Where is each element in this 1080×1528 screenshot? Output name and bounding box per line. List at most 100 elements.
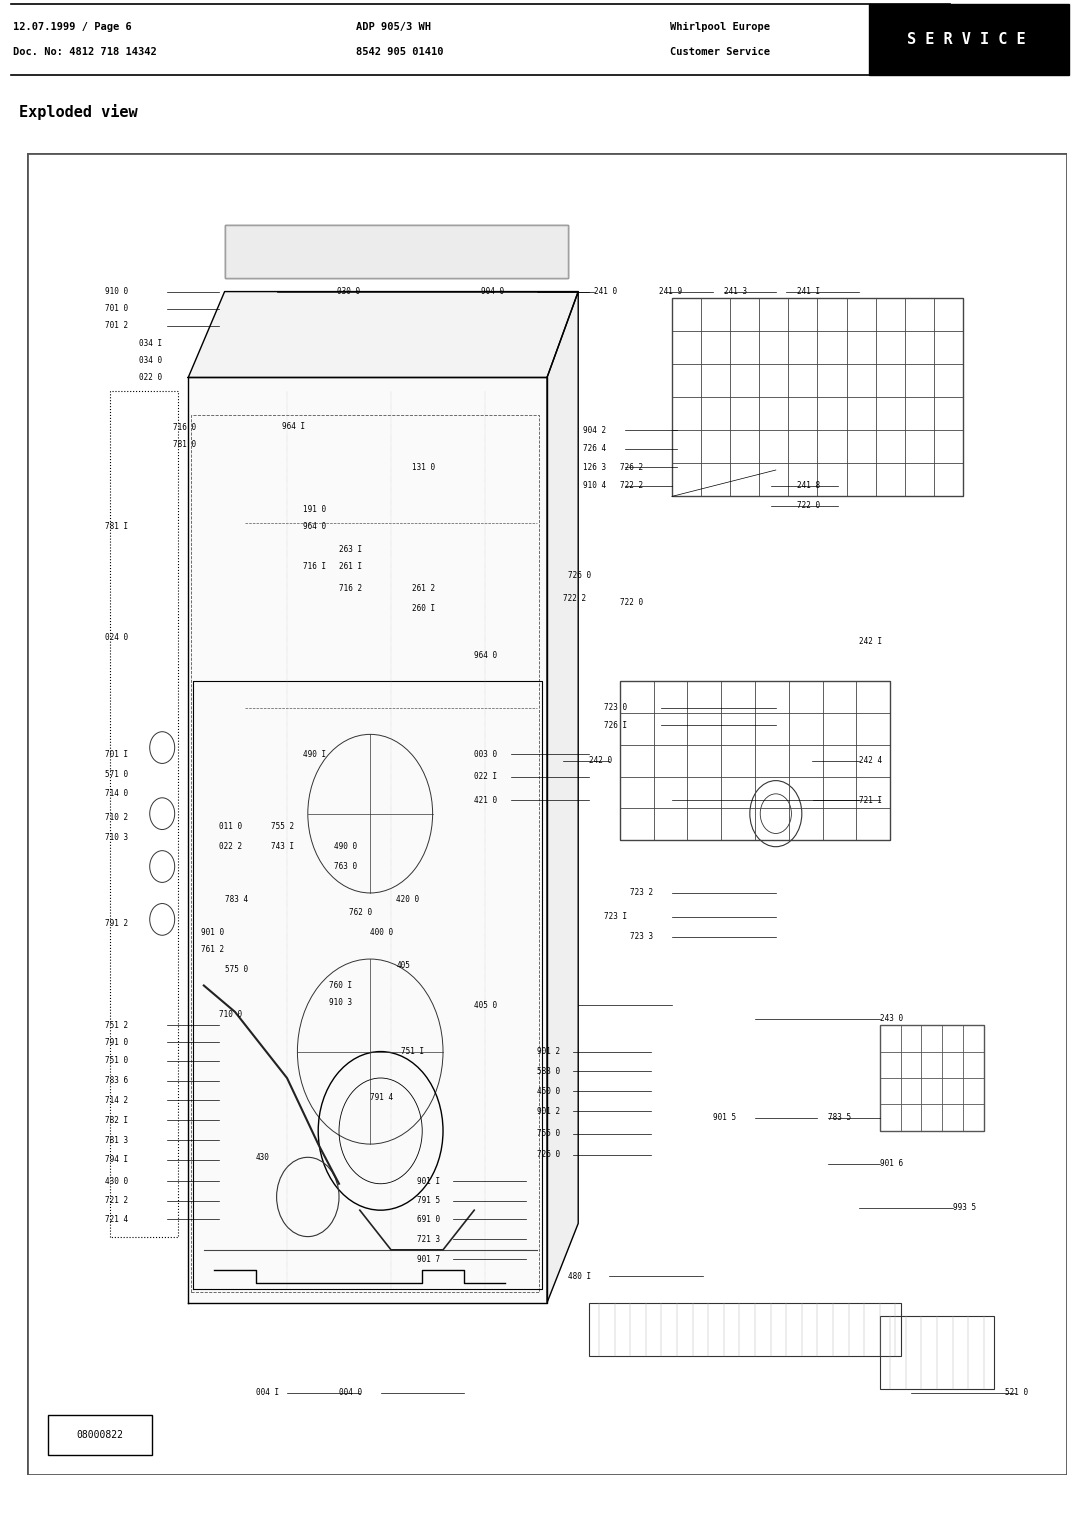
Text: 755 2: 755 2 [271,822,295,831]
Text: 701 0: 701 0 [105,304,129,313]
Text: 575 0: 575 0 [225,966,247,975]
Text: 751 2: 751 2 [105,1021,129,1030]
Text: 004 I: 004 I [256,1387,279,1397]
Text: Exploded view: Exploded view [19,104,138,121]
Text: 901 5: 901 5 [714,1114,737,1122]
Text: 430 0: 430 0 [105,1177,129,1186]
Polygon shape [225,226,568,278]
Text: 993 5: 993 5 [953,1203,975,1212]
Text: 716 0: 716 0 [173,423,195,432]
Bar [620,681,890,840]
Text: 022 2: 022 2 [219,842,243,851]
Text: 794 I: 794 I [105,1155,129,1164]
Text: 762 0: 762 0 [350,908,373,917]
Bar [672,298,963,497]
Text: 716 2: 716 2 [339,585,362,593]
Bar [48,1415,152,1455]
Text: 714 0: 714 0 [105,790,129,798]
Text: 755 0: 755 0 [537,1129,559,1138]
Text: 241 9: 241 9 [660,287,683,296]
Text: 722 2: 722 2 [620,481,643,490]
Text: 131 0: 131 0 [411,463,435,472]
Text: 781 3: 781 3 [105,1135,129,1144]
Text: 241 0: 241 0 [594,287,617,296]
FancyBboxPatch shape [869,5,1069,75]
Text: 490 0: 490 0 [334,842,356,851]
Text: 022 I: 022 I [474,772,498,781]
Text: 261 2: 261 2 [411,585,435,593]
Text: 405 0: 405 0 [474,1001,498,1010]
Text: 791 5: 791 5 [417,1196,441,1206]
Text: 241 I: 241 I [797,287,820,296]
Text: 760 I: 760 I [328,981,352,990]
Text: 723 0: 723 0 [604,703,627,712]
Text: 710 3: 710 3 [105,833,129,842]
Bar [191,414,539,1293]
Text: 901 2: 901 2 [537,1106,559,1115]
Text: 08000822: 08000822 [77,1430,123,1439]
Text: 521 0: 521 0 [1004,1387,1028,1397]
Text: S E R V I C E: S E R V I C E [907,32,1026,47]
Text: 783 4: 783 4 [225,895,247,905]
Text: 726 2: 726 2 [620,463,643,472]
Text: 751 I: 751 I [402,1047,424,1056]
Text: 721 I: 721 I [859,796,882,805]
Bar [880,1316,995,1389]
Text: 030 0: 030 0 [337,287,360,296]
Text: 721 3: 721 3 [417,1235,441,1244]
Text: 721 2: 721 2 [105,1196,129,1206]
Text: 964 0: 964 0 [302,523,326,532]
Text: 421 0: 421 0 [474,796,498,805]
Text: 710 2: 710 2 [105,813,129,822]
Text: 261 I: 261 I [339,562,362,571]
Text: 783 6: 783 6 [105,1076,129,1085]
Text: 721 4: 721 4 [105,1215,129,1224]
Text: 490 I: 490 I [302,750,326,759]
Bar [589,1303,901,1355]
Text: 791 0: 791 0 [105,1038,129,1047]
Text: 263 I: 263 I [339,545,362,553]
Text: 241 3: 241 3 [724,287,747,296]
Text: 901 2: 901 2 [537,1047,559,1056]
Text: 901 0: 901 0 [201,927,224,937]
Text: 242 4: 242 4 [859,756,882,766]
Text: 964 I: 964 I [282,422,305,431]
Text: 400 0: 400 0 [370,927,393,937]
Text: 011 0: 011 0 [219,822,243,831]
Text: 782 I: 782 I [105,1115,129,1125]
Text: 243 0: 243 0 [880,1015,903,1024]
Text: 571 0: 571 0 [105,770,129,778]
Text: 710 0: 710 0 [219,1010,243,1019]
Text: 126 3: 126 3 [583,463,607,472]
Text: 716 I: 716 I [302,562,326,571]
Text: 761 2: 761 2 [201,946,224,955]
Text: Whirlpool Europe: Whirlpool Europe [670,23,770,32]
Bar [225,226,568,278]
Text: 12.07.1999 / Page 6: 12.07.1999 / Page 6 [13,23,132,32]
Text: 022 0: 022 0 [139,373,162,382]
Text: 901 6: 901 6 [880,1160,903,1169]
Text: 714 2: 714 2 [105,1096,129,1105]
Text: 910 4: 910 4 [583,481,607,490]
Text: 480 I: 480 I [568,1271,591,1280]
Text: 743 I: 743 I [271,842,295,851]
Text: 726 0: 726 0 [568,571,591,581]
Text: 723 2: 723 2 [631,888,653,897]
Text: 450 0: 450 0 [537,1086,559,1096]
Text: 420 0: 420 0 [396,895,419,905]
Text: Doc. No: 4812 718 14342: Doc. No: 4812 718 14342 [13,47,157,57]
Text: 751 0: 751 0 [105,1056,129,1065]
Text: 701 I: 701 I [105,750,129,759]
Text: 910 3: 910 3 [328,998,352,1007]
Text: 722 0: 722 0 [620,597,643,607]
Text: 405: 405 [396,961,410,970]
Polygon shape [188,292,578,377]
Text: 781 0: 781 0 [173,440,195,449]
Text: 242 0: 242 0 [589,756,611,766]
Text: 191 0: 191 0 [302,506,326,513]
Text: 034 0: 034 0 [139,356,162,365]
Text: 726 4: 726 4 [583,445,607,454]
Text: 726 I: 726 I [604,721,627,729]
Text: 904 0: 904 0 [482,287,504,296]
Text: 242 I: 242 I [859,637,882,646]
